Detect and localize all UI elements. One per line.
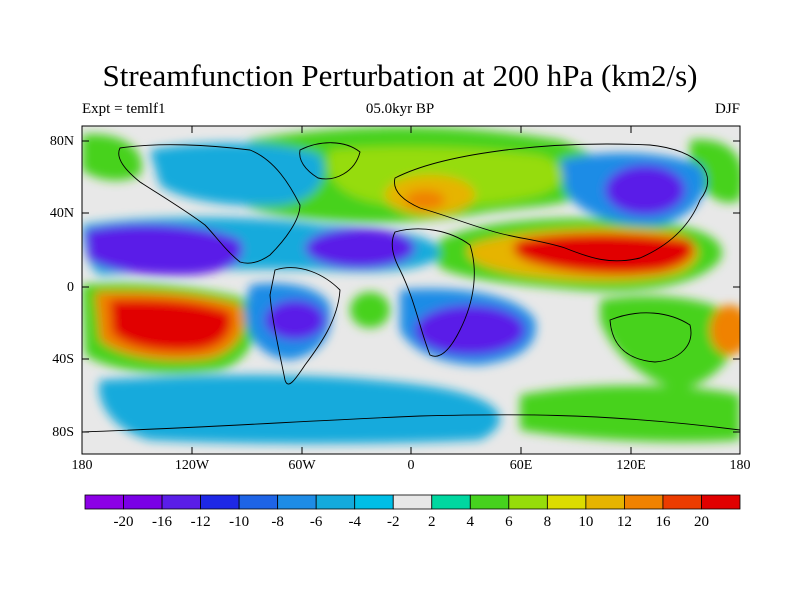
colorbar-label: -16 bbox=[152, 514, 172, 530]
field-positive-east-edge bbox=[710, 305, 740, 355]
colorbar-label: -6 bbox=[310, 514, 323, 530]
streamfunction-field bbox=[82, 126, 740, 454]
lat-label-40s: 40S bbox=[52, 352, 74, 367]
season-label: DJF bbox=[714, 101, 740, 117]
colorbar-box bbox=[315, 494, 356, 510]
colorbar-box bbox=[508, 494, 548, 510]
field-positive-southern-ocean bbox=[520, 385, 740, 442]
colorbar-box bbox=[431, 494, 471, 510]
colorbar: -20 -16 -12 -10 -8 -6 -4 -2 2 4 6 8 10 12 16 20 bbox=[84, 494, 741, 530]
colorbar-box bbox=[546, 494, 587, 510]
colorbar-label: -10 bbox=[229, 514, 249, 530]
colorbar-box bbox=[624, 494, 664, 510]
continent-outlines bbox=[82, 142, 740, 433]
lon-label-60e: 60E bbox=[509, 458, 533, 473]
axis-ticks bbox=[82, 126, 740, 454]
lon-label-180e: 180 bbox=[729, 458, 751, 473]
colorbar-box bbox=[585, 494, 625, 510]
colorbar-label: -12 bbox=[191, 514, 211, 530]
colorbar-label: 12 bbox=[617, 514, 632, 530]
colorbar-label: 10 bbox=[578, 514, 593, 530]
colorbar-label: 8 bbox=[544, 514, 552, 530]
outline-north-america bbox=[118, 144, 301, 264]
experiment-label: Expt = temlf1 bbox=[82, 101, 166, 117]
colorbar-label: 4 bbox=[467, 514, 475, 530]
lon-label-120w: 120W bbox=[174, 458, 210, 473]
outline-antarctica bbox=[82, 414, 740, 433]
field-positive-asia-core bbox=[513, 233, 694, 275]
outline-africa bbox=[391, 228, 475, 357]
outline-south-america bbox=[269, 267, 341, 385]
lat-label-80n: 80N bbox=[49, 134, 74, 149]
field-negative-siberia-core bbox=[605, 165, 685, 215]
colorbar-box bbox=[161, 494, 201, 510]
lat-label-40n: 40N bbox=[49, 206, 74, 221]
colorbar-box bbox=[701, 494, 741, 510]
colorbar-label: -8 bbox=[271, 514, 284, 530]
colorbar-label: 6 bbox=[505, 514, 513, 530]
outline-eurasia bbox=[394, 143, 709, 262]
field-positive-spacific-core bbox=[110, 299, 232, 352]
field-negative-atlantic-core bbox=[305, 228, 415, 268]
colorbar-box bbox=[277, 494, 317, 510]
lon-label-60w: 60W bbox=[288, 458, 316, 473]
field-negative-pacific-core bbox=[85, 224, 243, 276]
colorbar-box bbox=[662, 494, 702, 510]
field-negative-samerica-core bbox=[265, 300, 325, 340]
colorbar-label: 16 bbox=[655, 514, 671, 530]
field-positive-satlantic bbox=[350, 292, 390, 328]
outline-australia bbox=[609, 312, 692, 363]
lon-label-0: 0 bbox=[407, 458, 415, 473]
colorbar-box bbox=[354, 494, 394, 510]
plot-title: Streamfunction Perturbation at 200 hPa (… bbox=[102, 58, 698, 93]
colorbar-label: 2 bbox=[428, 514, 436, 530]
lat-label-eq: 0 bbox=[67, 280, 74, 295]
colorbar-box bbox=[123, 494, 163, 510]
colorbar-label: -4 bbox=[348, 514, 361, 530]
colorbar-box bbox=[238, 494, 279, 510]
colorbar-box bbox=[392, 494, 433, 510]
field-positive-europe-core bbox=[405, 190, 445, 210]
lat-label-80s: 80S bbox=[52, 425, 74, 440]
colorbar-label: 20 bbox=[694, 514, 709, 530]
outline-greenland bbox=[299, 142, 361, 180]
field-negative-africa-core bbox=[415, 305, 525, 355]
colorbar-box bbox=[469, 494, 510, 510]
field-negative-canada bbox=[150, 143, 324, 206]
time-label: 05.0kyr BP bbox=[365, 101, 435, 117]
colorbar-label: -20 bbox=[114, 514, 134, 530]
lon-label-180w: 180 bbox=[71, 458, 93, 473]
colorbar-box bbox=[200, 494, 240, 510]
colorbar-box bbox=[84, 494, 124, 510]
field-positive-australia bbox=[600, 296, 740, 390]
lon-label-120e: 120E bbox=[616, 458, 646, 473]
field-positive-nwpacific bbox=[82, 134, 142, 181]
colorbar-label: -2 bbox=[387, 514, 400, 530]
